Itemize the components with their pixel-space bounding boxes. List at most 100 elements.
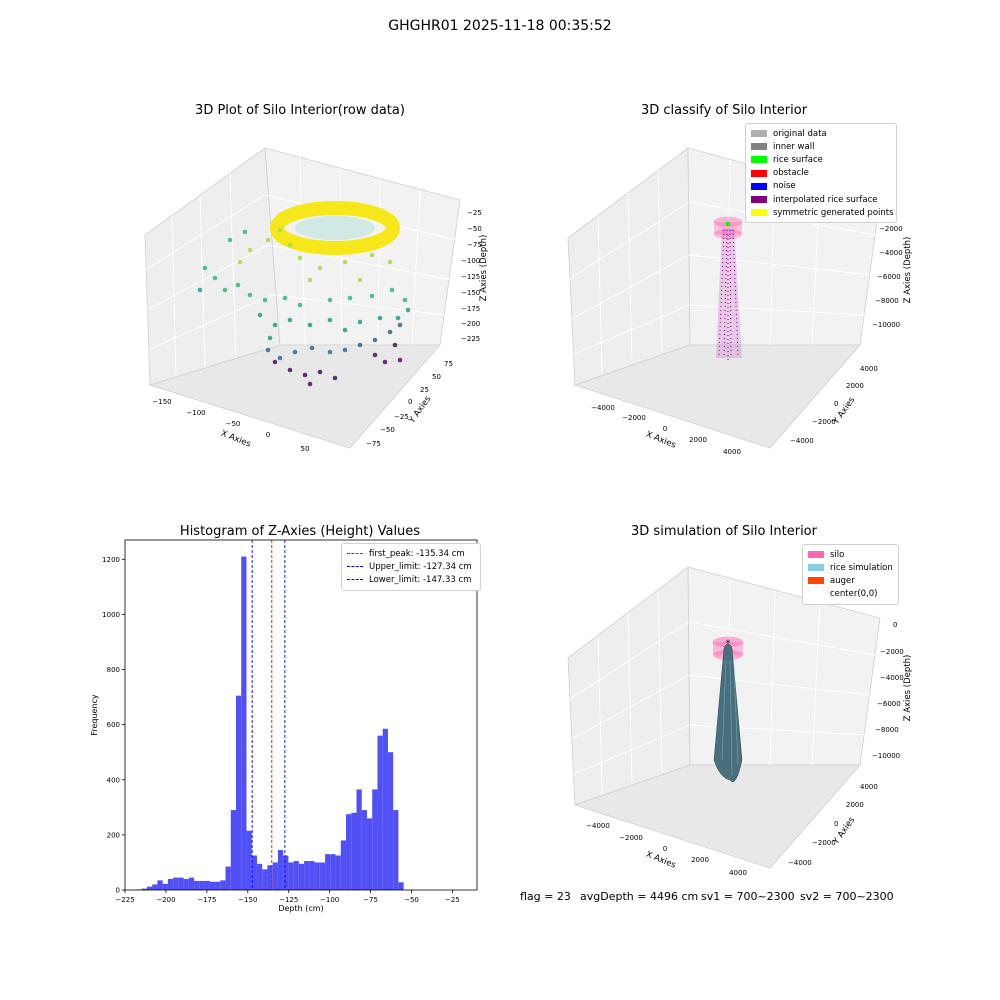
legend-label: obstacle: [773, 168, 809, 179]
histogram-y-tick-label: 200: [107, 831, 120, 839]
histogram-y-tick-label: 1200: [102, 556, 120, 564]
legend-item-interpolated: interpolated rice surface: [751, 193, 891, 206]
histogram-bar: [246, 830, 252, 890]
legend-line: [347, 553, 363, 555]
histogram-bar: [351, 812, 357, 890]
histogram-bar: [325, 854, 331, 890]
histogram-x-tick-label: −50: [404, 896, 419, 904]
legend-item-first-peak: first_peak: -135.34 cm: [347, 547, 475, 560]
histogram-bar: [372, 789, 378, 890]
histogram-frame: [124, 539, 478, 891]
legend-swatch: [751, 143, 767, 151]
histogram-x-ticks: −225 −200 −175 −150 −125 −100 −75 −50 −25: [115, 890, 460, 904]
histogram-bar: [293, 861, 299, 890]
classify-legend: original data inner wall rice surface ob…: [745, 123, 897, 224]
legend-label: rice simulation: [830, 562, 893, 573]
histogram-bar: [236, 695, 242, 890]
histogram-y-tick-label: 400: [107, 776, 120, 784]
legend-item-auger: auger: [808, 574, 893, 587]
histogram-bar: [194, 880, 200, 890]
histogram-legend: first_peak: -135.34 cm Upper_limit: -127…: [341, 543, 481, 591]
histogram-y-ticks: 0 200 400 600 800 1000 1200: [102, 556, 125, 895]
histogram-bar: [346, 814, 352, 890]
histogram-bar: [162, 883, 168, 890]
histogram-bar: [146, 886, 153, 890]
legend-item-inner-wall: inner wall: [751, 140, 891, 153]
legend-swatch: [751, 209, 767, 217]
histogram-x-label: Depth (cm): [278, 904, 323, 913]
legend-label: Upper_limit: -127.34 cm: [369, 561, 472, 572]
histogram-y-tick-label: 1000: [102, 611, 120, 619]
histogram-bar: [398, 882, 404, 890]
histogram-bar: [183, 878, 189, 890]
histogram-bar: [220, 880, 226, 890]
legend-line: [347, 566, 363, 568]
histogram-bar: [288, 862, 294, 890]
histogram-x-tick-label: −200: [156, 896, 175, 904]
histogram-bar: [199, 880, 205, 890]
legend-item-obstacle: obstacle: [751, 167, 891, 180]
histogram-bar: [309, 861, 315, 890]
legend-swatch: [751, 130, 767, 138]
footer-sv2: sv2 = 700~2300: [800, 890, 894, 903]
histogram-x-tick-label: −75: [363, 896, 378, 904]
histogram-bar: [366, 818, 373, 890]
legend-label: noise: [773, 181, 796, 192]
histogram-x-tick-label: −100: [320, 896, 339, 904]
histogram-bar: [283, 855, 289, 890]
legend-item-rice-sim: rice simulation: [808, 561, 893, 574]
legend-label: symmetric generated points: [773, 207, 894, 218]
legend-label: auger: [830, 575, 855, 586]
histogram-bar: [298, 863, 305, 890]
histogram-y-label: Frequency: [90, 694, 99, 736]
legend-label: center(0,0): [830, 589, 878, 600]
histogram-bar: [241, 556, 247, 890]
histogram-bar: [356, 789, 362, 890]
histogram-bar: [319, 862, 326, 890]
histogram-bar: [262, 869, 268, 890]
histogram-x-tick-label: −125: [279, 896, 298, 904]
legend-label: original data: [773, 128, 827, 139]
histogram-bar: [267, 865, 273, 890]
legend-swatch: [751, 156, 767, 164]
legend-item-upper-limit: Upper_limit: -127.34 cm: [347, 560, 475, 573]
legend-swatch: [751, 169, 767, 177]
histogram-bar: [382, 728, 388, 890]
legend-label: first_peak: -135.34 cm: [369, 548, 465, 559]
histogram-y-tick-label: 0: [116, 887, 120, 895]
legend-label: Lower_limit: -147.33 cm: [369, 574, 472, 585]
histogram-bar: [277, 850, 284, 890]
histogram-bar: [335, 855, 341, 890]
histogram-y-tick-label: 600: [107, 721, 120, 729]
histogram-bar: [188, 877, 195, 890]
histogram-bar: [225, 866, 231, 890]
histogram-bar: [157, 880, 163, 890]
histogram-bar: [361, 810, 367, 890]
histogram-x-tick-label: −225: [115, 896, 134, 904]
figure-suptitle: GHGHR01 2025-11-18 00:35:52: [388, 18, 612, 34]
legend-item-original: original data: [751, 127, 891, 140]
legend-swatch: [808, 564, 824, 572]
histogram-bar: [173, 877, 179, 890]
legend-label: interpolated rice surface: [773, 194, 878, 205]
simulation-plot-title: 3D simulation of Silo Interior: [631, 524, 817, 539]
histogram-x-tick-label: −150: [238, 896, 257, 904]
legend-item-rice-surface: rice surface: [751, 153, 891, 166]
legend-item-lower-limit: Lower_limit: -147.33 cm: [347, 573, 475, 586]
legend-label: silo: [830, 549, 845, 560]
histogram-bar: [167, 878, 174, 890]
histogram-bar: [215, 881, 221, 890]
legend-swatch: [808, 590, 824, 598]
histogram-bar: [256, 863, 263, 890]
legend-line: [347, 579, 363, 581]
raw-plot-title: 3D Plot of Silo Interior(row data): [195, 103, 405, 118]
legend-swatch: [808, 577, 824, 585]
legend-item-noise: noise: [751, 180, 891, 193]
histogram-bar: [178, 877, 184, 890]
histogram-x-tick-label: −25: [445, 896, 460, 904]
classify-plot-title: 3D classify of Silo Interior: [640, 103, 808, 118]
histogram-bar: [393, 810, 399, 890]
histogram-bar: [152, 884, 158, 890]
histogram-vlines: [251, 540, 286, 890]
